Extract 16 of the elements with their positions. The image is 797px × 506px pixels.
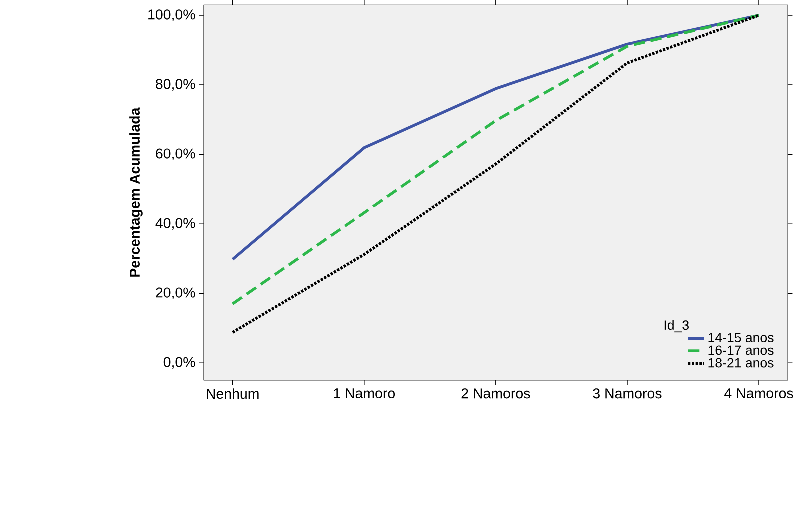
- legend-title: Id_3: [664, 320, 689, 333]
- y-tick-label: 40,0%: [156, 218, 196, 230]
- legend-label: 14-15 anos: [708, 333, 774, 343]
- y-tick-label: 20,0%: [156, 288, 196, 300]
- x-tick-label: 4 Namoros: [724, 388, 794, 399]
- x-tick-label: Nenhum: [207, 388, 259, 400]
- y-tick-label: 100,0%: [148, 10, 196, 22]
- y-tick-label: 0,0%: [164, 357, 196, 370]
- y-tick-label: 60,0%: [156, 148, 196, 161]
- y-axis-title: Percentagem Acumulada: [130, 108, 143, 278]
- legend-label: 16-17 anos: [708, 346, 774, 356]
- x-tick-label: 3 Namoros: [593, 388, 662, 399]
- x-tick-label: 1 Namoro: [334, 388, 396, 399]
- x-tick-label: 2 Namoros: [462, 388, 530, 399]
- y-tick-label: 80,0%: [156, 79, 196, 92]
- legend-label: 18-21 anos: [708, 358, 774, 368]
